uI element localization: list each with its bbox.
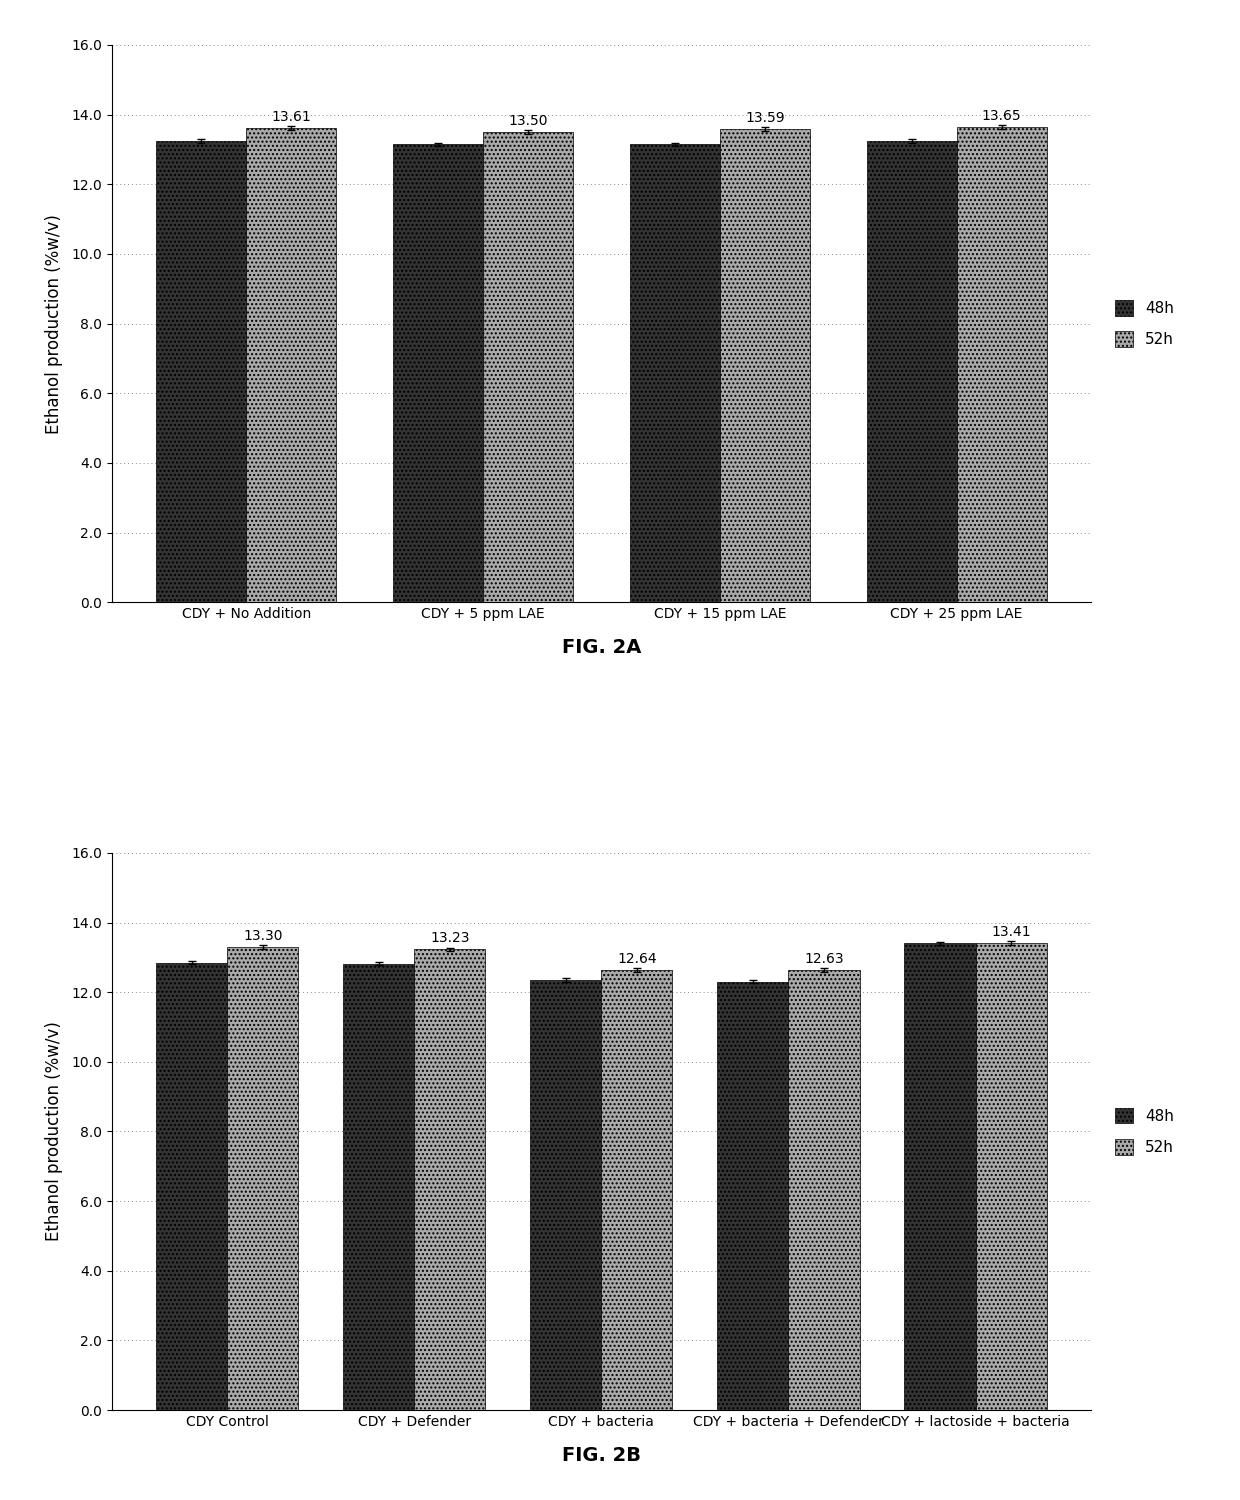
Bar — [867, 141, 957, 602]
Bar — [904, 944, 976, 1410]
Text: 12.63: 12.63 — [805, 952, 844, 966]
Text: 13.30: 13.30 — [243, 928, 283, 942]
Legend: 48h, 52h: 48h, 52h — [1109, 1101, 1180, 1161]
Bar — [414, 950, 485, 1410]
Y-axis label: Ethanol production (%w/v): Ethanol production (%w/v) — [45, 1022, 63, 1242]
Bar — [720, 129, 810, 602]
Bar — [156, 141, 246, 602]
Bar — [343, 963, 414, 1410]
Bar — [227, 946, 299, 1410]
Text: 12.64: 12.64 — [618, 951, 657, 966]
Legend: 48h, 52h: 48h, 52h — [1109, 294, 1180, 354]
Bar — [630, 144, 720, 602]
Text: 13.41: 13.41 — [991, 926, 1030, 939]
Bar — [482, 132, 573, 602]
Text: 13.59: 13.59 — [745, 111, 785, 125]
Bar — [957, 128, 1047, 602]
Bar — [393, 144, 482, 602]
X-axis label: FIG. 2B: FIG. 2B — [562, 1446, 641, 1464]
Bar — [789, 970, 859, 1410]
Bar — [531, 980, 601, 1410]
Bar — [976, 944, 1047, 1410]
Bar — [246, 128, 336, 602]
Text: 13.23: 13.23 — [430, 932, 470, 945]
Text: 13.65: 13.65 — [982, 108, 1022, 123]
Bar — [156, 963, 227, 1410]
Bar — [718, 981, 789, 1410]
Text: 13.50: 13.50 — [508, 114, 548, 128]
Text: 13.61: 13.61 — [272, 110, 311, 125]
Bar — [601, 970, 672, 1410]
X-axis label: FIG. 2A: FIG. 2A — [562, 638, 641, 657]
Y-axis label: Ethanol production (%w/v): Ethanol production (%w/v) — [45, 213, 63, 434]
